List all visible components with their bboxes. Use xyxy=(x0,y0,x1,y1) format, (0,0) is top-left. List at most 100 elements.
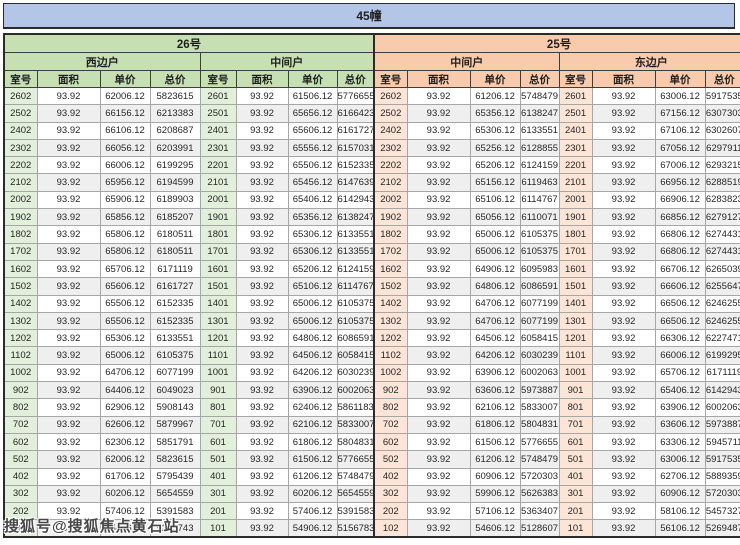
cell-area: 93.92 xyxy=(36,173,101,192)
cell-unit-price: 65406.12 xyxy=(287,190,338,210)
cell-total-price: 5889359 xyxy=(704,467,740,486)
cell-room: 901 xyxy=(199,381,237,400)
cell-total-price: 6030239 xyxy=(519,346,560,365)
cell-area: 93.92 xyxy=(406,294,471,313)
cell-area: 93.92 xyxy=(235,259,289,279)
cell-area: 93.92 xyxy=(36,519,101,538)
cell-room: 402 xyxy=(3,467,38,486)
cell-area: 93.92 xyxy=(36,208,101,227)
cell-area: 93.92 xyxy=(36,381,101,400)
cell-area: 93.92 xyxy=(406,381,471,400)
column-header-unit-price: 单价 xyxy=(99,70,151,88)
cell-unit-price: 66006.12 xyxy=(654,346,706,365)
cell-area: 93.92 xyxy=(591,450,656,469)
cell-room: 2602 xyxy=(373,86,408,106)
cell-room: 501 xyxy=(199,450,237,469)
unit-type-middle-26: 中间户 xyxy=(199,52,375,71)
cell-unit-price: 65306.12 xyxy=(287,242,338,261)
cell-unit-price: 64706.12 xyxy=(469,311,521,331)
cell-room: 2002 xyxy=(373,190,408,210)
cell-area: 93.92 xyxy=(591,208,656,227)
cell-area: 93.92 xyxy=(235,173,289,192)
table-row: 1802 93.92 65806.12 6180511 1801 93.92 65306.1… xyxy=(3,225,740,244)
cell-area: 93.92 xyxy=(406,363,471,383)
cell-area: 93.92 xyxy=(235,104,289,123)
cell-unit-price: 64206.12 xyxy=(469,346,521,365)
cell-unit-price: 65006.12 xyxy=(469,242,521,261)
cell-area: 93.92 xyxy=(406,467,471,486)
cell-unit-price: 65456.12 xyxy=(287,173,338,192)
cell-room: 301 xyxy=(199,484,237,504)
cell-unit-price: 54606.12 xyxy=(469,519,521,538)
cell-area: 93.92 xyxy=(36,398,101,417)
cell-room: 1901 xyxy=(558,208,593,227)
cell-unit-price: 61506.12 xyxy=(287,450,338,469)
cell-area: 93.92 xyxy=(235,190,289,210)
cell-total-price: 6255647 xyxy=(704,277,740,296)
cell-area: 93.92 xyxy=(591,242,656,261)
cell-room: 801 xyxy=(199,398,237,417)
cell-area: 93.92 xyxy=(36,432,101,452)
cell-area: 93.92 xyxy=(235,381,289,400)
cell-room: 1902 xyxy=(3,208,38,227)
cell-room: 1701 xyxy=(558,242,593,261)
cell-room: 102 xyxy=(373,519,408,538)
cell-unit-price: 63606.12 xyxy=(469,381,521,400)
cell-area: 93.92 xyxy=(235,502,289,521)
cell-room: 201 xyxy=(558,502,593,521)
building-header-25: 25号 xyxy=(373,33,740,53)
table-row: 102 93.92 55406.12 5203743 101 93.92 54906.12 5… xyxy=(3,519,740,538)
cell-area: 93.92 xyxy=(406,208,471,227)
cell-area: 93.92 xyxy=(235,450,289,469)
cell-unit-price: 65506.12 xyxy=(99,311,151,331)
cell-area: 93.92 xyxy=(591,432,656,452)
cell-total-price: 6203991 xyxy=(149,138,201,158)
cell-unit-price: 60206.12 xyxy=(99,484,151,504)
cell-unit-price: 65106.12 xyxy=(469,190,521,210)
cell-total-price: 5654559 xyxy=(336,484,375,504)
cell-area: 93.92 xyxy=(406,398,471,417)
cell-total-price: 6180511 xyxy=(149,242,201,261)
cell-unit-price: 65056.12 xyxy=(469,208,521,227)
cell-unit-price: 66006.12 xyxy=(99,156,151,175)
cell-total-price: 5879967 xyxy=(149,415,201,434)
cell-area: 93.92 xyxy=(406,277,471,296)
cell-total-price: 5861183 xyxy=(336,398,375,417)
cell-unit-price: 65356.12 xyxy=(469,104,521,123)
cell-room: 2501 xyxy=(558,104,593,123)
cell-total-price: 6142943 xyxy=(336,190,375,210)
cell-room: 2302 xyxy=(3,138,38,158)
table-row: 1402 93.92 65506.12 6152335 1401 93.92 65006.1… xyxy=(3,294,740,313)
column-header-unit-price: 单价 xyxy=(287,70,338,88)
cell-unit-price: 65406.12 xyxy=(654,381,706,400)
cell-room: 2401 xyxy=(558,121,593,140)
table-row: 1102 93.92 65006.12 6105375 1101 93.92 64506.1… xyxy=(3,346,740,365)
cell-area: 93.92 xyxy=(235,329,289,348)
cell-room: 2202 xyxy=(373,156,408,175)
cell-total-price: 6105375 xyxy=(336,294,375,313)
cell-total-price: 6133551 xyxy=(149,329,201,348)
table-row: 1702 93.92 65806.12 6180511 1701 93.92 65306.1… xyxy=(3,242,740,261)
cell-total-price: 6302607 xyxy=(704,121,740,140)
cell-unit-price: 65706.12 xyxy=(99,259,151,279)
cell-area: 93.92 xyxy=(235,346,289,365)
cell-total-price: 5973887 xyxy=(519,381,560,400)
price-table-body: 2602 93.92 62006.12 5823615 2601 93.92 61506.1… xyxy=(3,86,740,538)
cell-room: 701 xyxy=(558,415,593,434)
cell-room: 2302 xyxy=(373,138,408,158)
building-title-bar: 45幢 xyxy=(3,3,735,29)
cell-room: 701 xyxy=(199,415,237,434)
cell-room: 601 xyxy=(558,432,593,452)
cell-total-price: 6227471 xyxy=(704,329,740,348)
cell-total-price: 5391583 xyxy=(336,502,375,521)
table-row: 602 93.92 62306.12 5851791 601 93.92 61806.12 5… xyxy=(3,432,740,452)
cell-unit-price: 64806.12 xyxy=(287,329,338,348)
cell-area: 93.92 xyxy=(235,415,289,434)
cell-total-price: 6297911 xyxy=(704,138,740,158)
column-header-area: 面积 xyxy=(591,70,656,88)
cell-area: 93.92 xyxy=(235,467,289,486)
cell-room: 2602 xyxy=(3,86,38,106)
cell-unit-price: 55406.12 xyxy=(99,519,151,538)
column-header-total-price: 总价 xyxy=(336,70,375,88)
cell-area: 93.92 xyxy=(36,329,101,348)
